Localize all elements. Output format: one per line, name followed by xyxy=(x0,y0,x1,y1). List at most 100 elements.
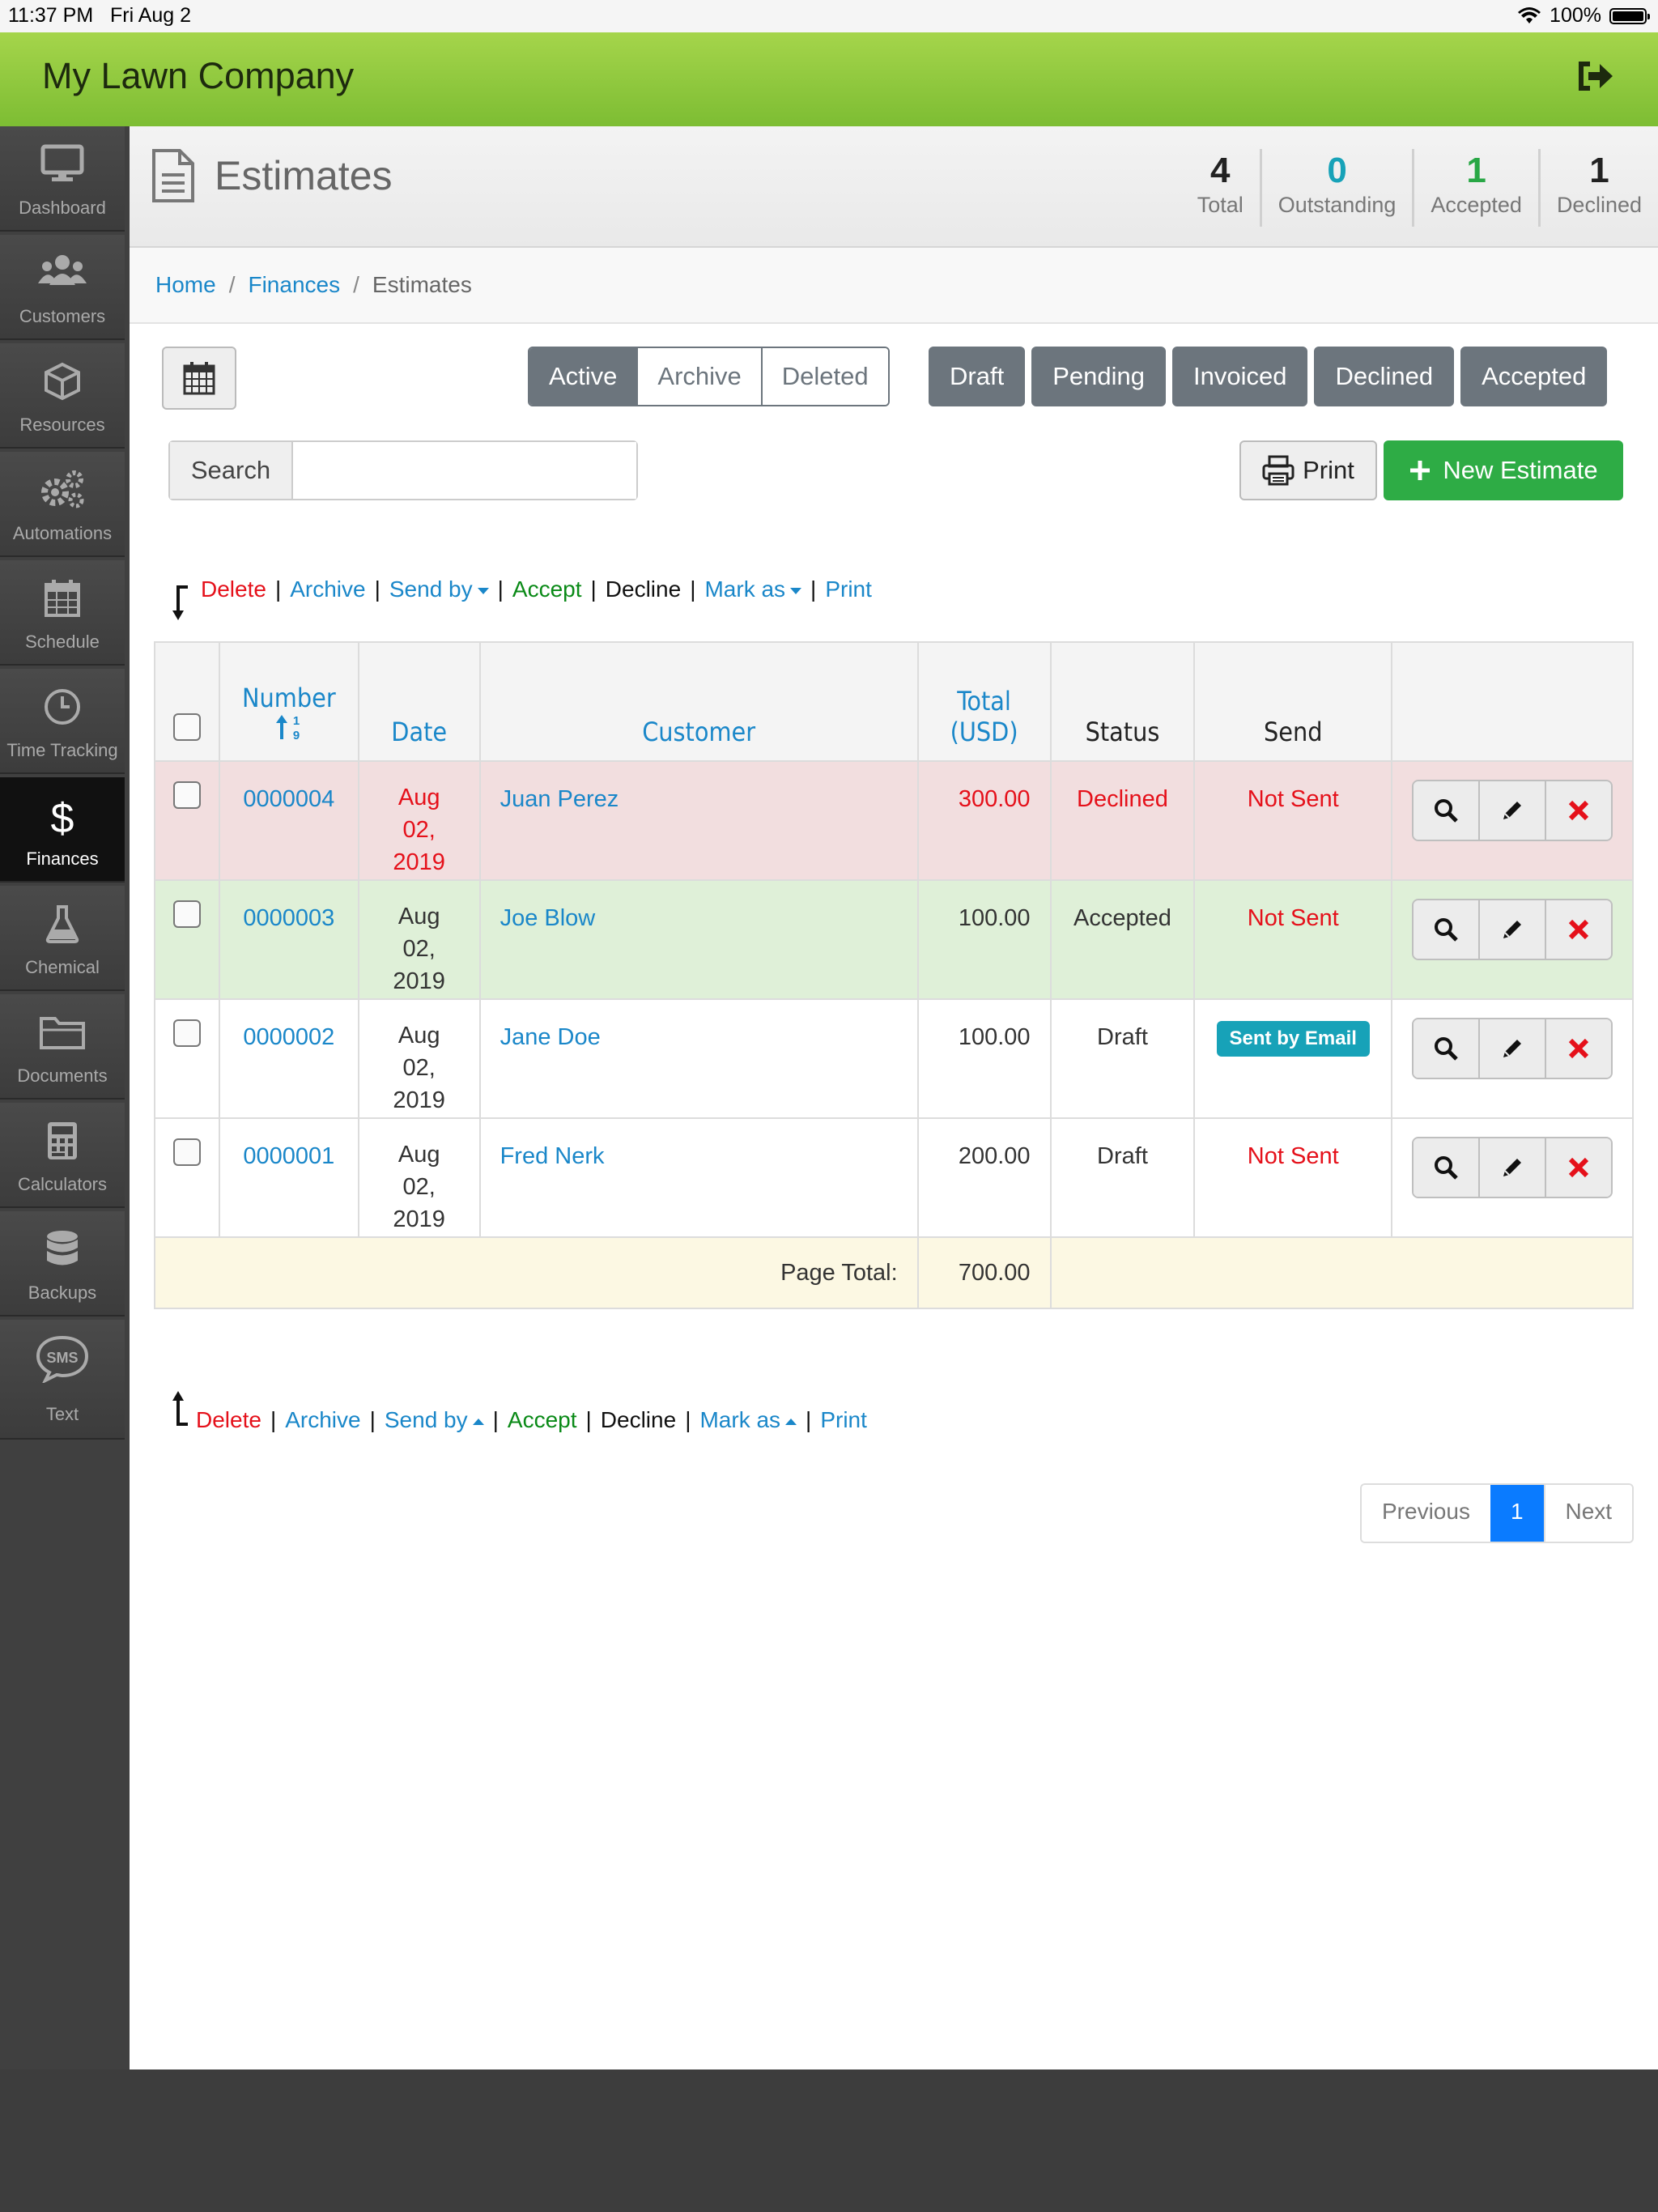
stat-accepted[interactable]: 1 Accepted xyxy=(1412,149,1538,227)
edit-button[interactable] xyxy=(1478,900,1545,959)
bulk-decline-link[interactable]: Decline xyxy=(600,1407,677,1432)
page-total-row: Page Total: 700.00 xyxy=(154,1236,1635,1309)
edit-button[interactable] xyxy=(1478,781,1545,840)
filter-draft[interactable]: Draft xyxy=(929,347,1026,406)
bulk-separator: | xyxy=(274,576,282,602)
sidebar-item-resources[interactable]: Resources xyxy=(0,343,125,449)
pagination-page[interactable]: 1 xyxy=(1490,1485,1544,1542)
bulk-decline-link[interactable]: Decline xyxy=(605,576,682,602)
new-estimate-button[interactable]: New Estimate xyxy=(1384,440,1623,500)
calendar-view-button[interactable] xyxy=(162,347,236,410)
bulk-archive-link[interactable]: Archive xyxy=(285,1407,361,1432)
stat-declined-value: 1 xyxy=(1589,151,1609,190)
customer-link[interactable]: Juan Perez xyxy=(478,760,919,881)
bulk-delete-link[interactable]: Delete xyxy=(196,1407,261,1432)
view-button[interactable] xyxy=(1414,900,1479,959)
wifi-icon xyxy=(1518,6,1541,23)
tab-archive[interactable]: Archive xyxy=(636,348,761,405)
tab-active[interactable]: Active xyxy=(529,348,637,405)
bulk-send-by-dropup[interactable]: Send by xyxy=(385,1407,484,1432)
breadcrumb-home[interactable]: Home xyxy=(155,272,216,297)
estimate-number-link[interactable]: 0000001 xyxy=(218,1117,359,1238)
sidebar-item-text[interactable]: SMS Text xyxy=(0,1320,125,1440)
filter-invoiced[interactable]: Invoiced xyxy=(1171,347,1308,406)
caret-up-icon xyxy=(785,1418,797,1425)
arrow-turn-down-icon xyxy=(172,585,188,620)
delete-button[interactable] xyxy=(1545,1138,1612,1197)
bulk-delete-link[interactable]: Delete xyxy=(201,576,266,602)
stat-total[interactable]: 4 Total xyxy=(1181,149,1260,227)
row-checkbox[interactable] xyxy=(172,900,201,928)
customer-link[interactable]: Jane Doe xyxy=(478,998,919,1119)
gears-icon xyxy=(41,470,84,508)
bulk-send-by-dropdown[interactable]: Send by xyxy=(389,576,489,602)
column-number-label: Number xyxy=(242,683,336,713)
bulk-accept-link[interactable]: Accept xyxy=(512,576,582,602)
pagination: Previous 1 Next xyxy=(1360,1483,1635,1543)
edit-button[interactable] xyxy=(1478,1019,1545,1078)
bulk-print-link[interactable]: Print xyxy=(825,576,872,602)
stat-outstanding-value: 0 xyxy=(1327,151,1347,190)
bulk-accept-link[interactable]: Accept xyxy=(507,1407,577,1432)
sidebar-item-backups[interactable]: Backups xyxy=(0,1211,125,1317)
sms-icon: SMS xyxy=(36,1335,89,1383)
tab-deleted[interactable]: Deleted xyxy=(760,348,888,405)
sidebar-item-finances[interactable]: $ Finances xyxy=(0,777,125,883)
bulk-print-link[interactable]: Print xyxy=(820,1407,867,1432)
filter-declined[interactable]: Declined xyxy=(1314,347,1455,406)
print-button[interactable]: Print xyxy=(1239,440,1377,500)
stat-declined[interactable]: 1 Declined xyxy=(1537,149,1658,227)
sidebar-item-documents[interactable]: Documents xyxy=(0,994,125,1100)
sidebar-item-calculators[interactable]: Calculators xyxy=(0,1103,125,1208)
sidebar-item-label: Dashboard xyxy=(19,198,106,218)
sidebar-item-chemical[interactable]: Chemical xyxy=(0,886,125,991)
sidebar-item-customers[interactable]: Customers xyxy=(0,235,125,340)
breadcrumb-finances[interactable]: Finances xyxy=(248,272,341,297)
delete-button[interactable] xyxy=(1545,900,1612,959)
bulk-mark-as-dropdown[interactable]: Mark as xyxy=(704,576,802,602)
row-checkbox[interactable] xyxy=(172,1138,201,1166)
estimate-number-link[interactable]: 0000003 xyxy=(218,879,359,1000)
pencil-icon xyxy=(1503,921,1522,938)
edit-button[interactable] xyxy=(1478,1138,1545,1197)
filter-accepted[interactable]: Accepted xyxy=(1460,347,1608,406)
view-button[interactable] xyxy=(1414,781,1479,840)
search-input[interactable] xyxy=(293,442,636,499)
pagination-next[interactable]: Next xyxy=(1543,1485,1633,1542)
customer-link[interactable]: Joe Blow xyxy=(478,879,919,1000)
estimate-number-link[interactable]: 0000002 xyxy=(218,998,359,1119)
view-button[interactable] xyxy=(1414,1019,1479,1078)
customer-link[interactable]: Fred Nerk xyxy=(478,1117,919,1238)
bulk-mark-as-dropup[interactable]: Mark as xyxy=(699,1407,797,1432)
search-icon xyxy=(1435,799,1458,823)
users-icon xyxy=(38,255,87,285)
sidebar-item-dashboard[interactable]: Dashboard xyxy=(0,126,125,232)
estimate-number-link[interactable]: 0000004 xyxy=(218,760,359,881)
column-header-customer[interactable]: Customer xyxy=(478,641,919,762)
pagination-previous[interactable]: Previous xyxy=(1362,1485,1490,1542)
sidebar-item-time-tracking[interactable]: Time Tracking xyxy=(0,669,125,774)
search-group: Search xyxy=(168,440,638,500)
select-all-checkbox[interactable] xyxy=(172,713,201,741)
calendar-icon xyxy=(45,580,80,617)
estimate-total: 100.00 xyxy=(916,998,1052,1119)
folder-icon xyxy=(40,1017,85,1049)
sidebar-item-schedule[interactable]: Schedule xyxy=(0,560,125,666)
column-header-total[interactable]: Total (USD) xyxy=(916,641,1052,762)
column-header-date[interactable]: Date xyxy=(357,641,481,762)
stat-outstanding[interactable]: 0 Outstanding xyxy=(1259,149,1413,227)
row-actions xyxy=(1412,1018,1613,1079)
bulk-separator: | xyxy=(806,1407,812,1432)
delete-button[interactable] xyxy=(1545,781,1612,840)
logout-button[interactable] xyxy=(1574,57,1616,100)
date-day: 02, xyxy=(402,936,436,962)
delete-button[interactable] xyxy=(1545,1019,1612,1078)
bulk-archive-link[interactable]: Archive xyxy=(290,576,366,602)
filter-pending[interactable]: Pending xyxy=(1031,347,1166,406)
sidebar-item-label: Customers xyxy=(19,306,106,326)
row-checkbox[interactable] xyxy=(172,781,201,809)
sidebar-item-automations[interactable]: Automations xyxy=(0,452,125,557)
row-checkbox[interactable] xyxy=(172,1019,201,1047)
view-button[interactable] xyxy=(1414,1138,1479,1197)
